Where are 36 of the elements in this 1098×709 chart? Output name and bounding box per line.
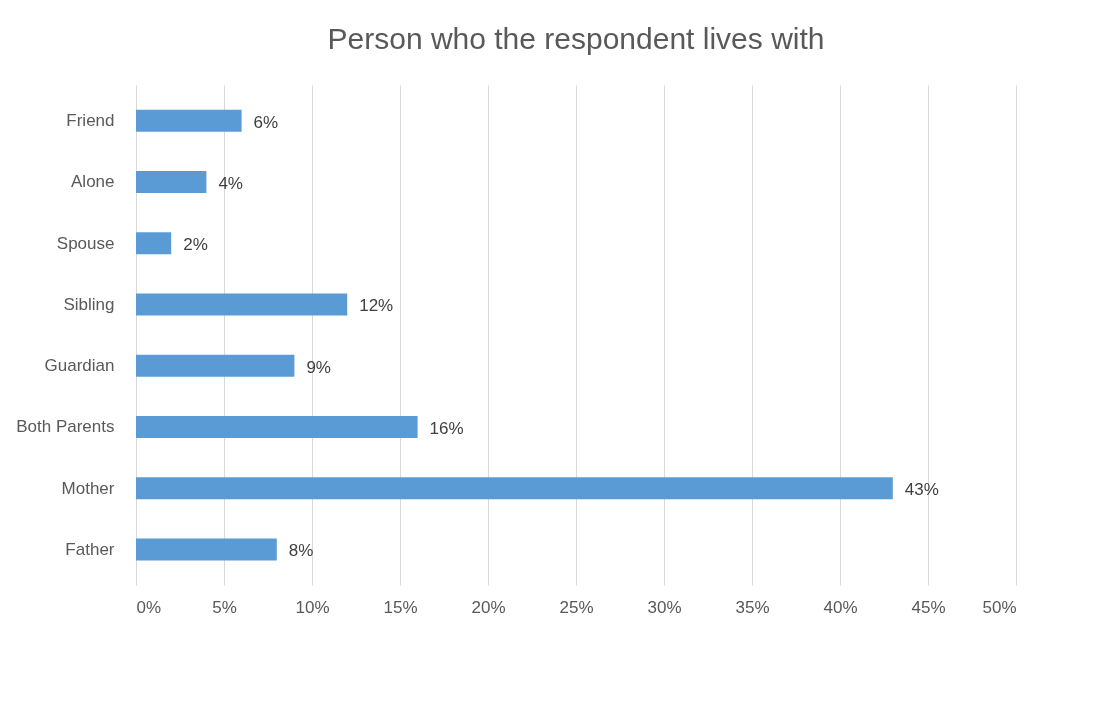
x-tick-label: 0% [136,597,162,617]
bar [136,415,418,438]
y-tick-label: Guardian [44,356,115,376]
data-label: 2% [183,235,208,255]
bar [136,293,348,316]
bar [136,354,295,377]
x-tick-label: 10% [295,597,330,617]
y-tick-label: Alone [71,172,115,192]
data-label: 6% [253,112,279,132]
x-tick-label: 25% [559,597,594,617]
x-tick-label: 45% [911,597,946,617]
x-tick-label: 15% [383,597,418,617]
x-tick-label: 35% [735,597,770,617]
x-tick-label: 30% [647,597,682,617]
data-label: 16% [429,418,464,438]
chart-title: Person who the respondent lives with [327,22,825,55]
x-tick-label: 5% [212,597,237,617]
bar [136,109,242,132]
y-tick-label: Mother [61,478,115,498]
data-label: 43% [904,480,939,500]
y-tick-label: Spouse [56,233,115,253]
bar [136,538,277,561]
data-label: 4% [218,173,243,193]
bar [136,170,207,193]
y-tick-label: Friend [66,111,115,131]
bar [136,232,172,255]
y-tick-label: Both Parents [16,417,115,437]
y-tick-label: Sibling [63,294,115,314]
x-tick-label: 20% [471,597,506,617]
data-label: 12% [359,296,394,316]
x-tick-label: 50% [982,597,1017,617]
y-tick-label: Father [65,539,115,559]
data-label: 9% [306,357,331,377]
bar [136,477,893,500]
x-tick-label: 40% [823,597,858,617]
data-label: 8% [288,541,314,561]
